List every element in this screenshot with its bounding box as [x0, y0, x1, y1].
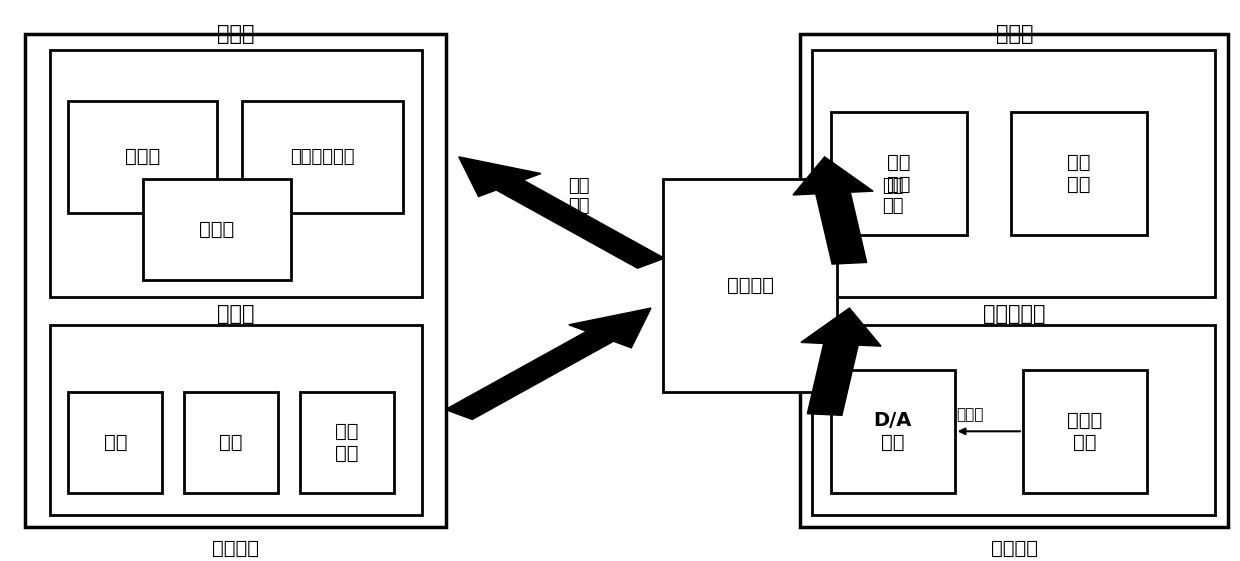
Text: （真实）: （真实） — [212, 540, 259, 558]
Text: 计算机: 计算机 — [996, 24, 1033, 44]
Text: 虚拟发动机: 虚拟发动机 — [983, 304, 1045, 324]
Text: 启动
开关: 启动 开关 — [336, 422, 358, 463]
Text: 刹车: 刹车 — [219, 433, 242, 452]
Text: D/A
板卡: D/A 板卡 — [874, 411, 911, 452]
FancyBboxPatch shape — [831, 112, 967, 235]
FancyBboxPatch shape — [663, 180, 837, 392]
FancyBboxPatch shape — [184, 392, 278, 493]
Text: 发动机
模型: 发动机 模型 — [1068, 411, 1102, 452]
FancyBboxPatch shape — [50, 50, 422, 297]
Polygon shape — [445, 308, 651, 420]
Text: 执行器: 执行器 — [217, 24, 254, 44]
FancyBboxPatch shape — [831, 370, 955, 493]
Text: 报文
监控: 报文 监控 — [1068, 153, 1090, 194]
Text: （虚拟）: （虚拟） — [991, 540, 1038, 558]
FancyBboxPatch shape — [143, 180, 291, 280]
Text: 真实
线束: 真实 线束 — [882, 177, 904, 215]
FancyBboxPatch shape — [68, 392, 162, 493]
Text: 通讯线: 通讯线 — [956, 407, 983, 422]
Text: 喷油器: 喷油器 — [125, 148, 160, 167]
Text: 油门: 油门 — [104, 433, 126, 452]
Text: 操作者: 操作者 — [217, 304, 254, 324]
Polygon shape — [459, 157, 665, 268]
Text: 电控单元: 电控单元 — [727, 276, 774, 295]
Polygon shape — [801, 308, 882, 415]
FancyBboxPatch shape — [300, 392, 394, 493]
FancyBboxPatch shape — [242, 101, 403, 213]
FancyBboxPatch shape — [812, 325, 1215, 516]
FancyBboxPatch shape — [68, 101, 217, 213]
Text: 真实
线束: 真实 线束 — [568, 177, 590, 215]
Text: 继电器: 继电器 — [200, 220, 234, 239]
Polygon shape — [792, 157, 873, 264]
FancyBboxPatch shape — [800, 34, 1228, 527]
FancyBboxPatch shape — [50, 325, 422, 516]
Text: 故障
诊断: 故障 诊断 — [888, 153, 910, 194]
FancyBboxPatch shape — [25, 34, 446, 527]
FancyBboxPatch shape — [1011, 112, 1147, 235]
Text: 油量计量单元: 油量计量单元 — [290, 148, 355, 166]
FancyBboxPatch shape — [812, 50, 1215, 297]
FancyBboxPatch shape — [1023, 370, 1147, 493]
